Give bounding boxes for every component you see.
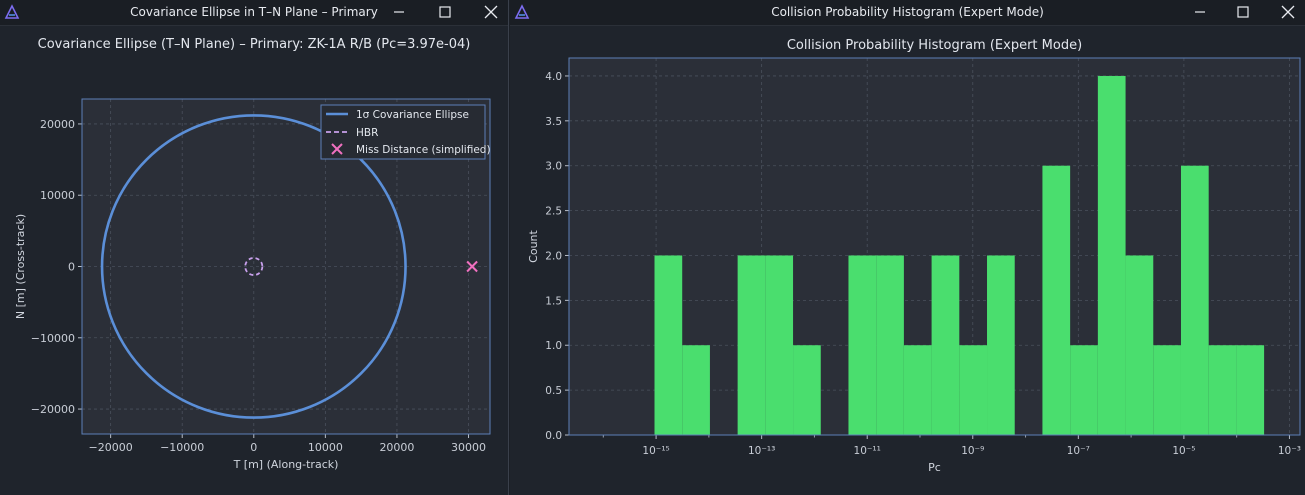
covariance-plot: Covariance Ellipse (T–N Plane) – Primary… [14, 37, 491, 471]
legend-entry-hbr: HBR [356, 127, 378, 139]
histogram-plot: Collision Probability Histogram (Expert … [527, 38, 1301, 474]
histogram-bar [737, 255, 766, 435]
histogram-bar [903, 345, 932, 435]
plot-frame [81, 98, 491, 435]
legend-swatch-miss [331, 143, 343, 155]
x-tick-label: 20000 [379, 441, 414, 454]
y-tick-label: −10000 [31, 332, 75, 345]
y-tick-label: 0.0 [545, 430, 562, 442]
y-tick-label: 20000 [40, 118, 75, 131]
histogram-bar [1236, 345, 1265, 435]
y-tick-label: 3.0 [545, 161, 562, 173]
x-tick-label: 10⁻¹⁵ [642, 445, 669, 457]
titlebar[interactable]: Covariance Ellipse in T–N Plane – Primar… [0, 0, 508, 26]
y-tick-label: −20000 [31, 403, 75, 416]
y-axis-label: N [m] (Cross-track) [14, 214, 27, 319]
histogram-bar [1097, 75, 1126, 435]
covariance-window: Covariance Ellipse in T–N Plane – Primar… [0, 0, 509, 495]
x-tick-label: 10⁻⁷ [1067, 445, 1090, 457]
x-tick-label: 10⁻⁹ [961, 445, 984, 457]
histogram-bar [1070, 345, 1098, 435]
y-tick-label: 4.0 [545, 71, 562, 83]
y-tick-label: 1.5 [545, 295, 562, 307]
x-axis-label: T [m] (Along-track) [233, 458, 339, 471]
histogram-bar [654, 255, 683, 435]
histogram-bar [848, 255, 877, 435]
app-logo-icon [4, 4, 20, 19]
x-tick-label: −10000 [160, 441, 204, 454]
y-tick-label: 0 [68, 261, 75, 274]
histogram-bar [1208, 345, 1237, 435]
x-tick-label: 0 [250, 441, 257, 454]
legend-entry-ellipse: 1σ Covariance Ellipse [356, 109, 469, 121]
x-tick-label: 10⁻¹¹ [854, 445, 881, 457]
histogram-bar [682, 345, 710, 435]
minimize-icon[interactable] [389, 3, 409, 21]
histogram-bar [876, 255, 904, 435]
plot-frame [568, 57, 1301, 436]
legend-frame [320, 104, 486, 160]
app-logo-icon [514, 4, 530, 19]
histogram-bar [1042, 165, 1071, 435]
histogram-bar [959, 345, 988, 435]
covariance-ellipse [100, 114, 407, 419]
legend: 1σ Covariance Ellipse HBR Miss Distance (s… [320, 104, 491, 160]
maximize-icon[interactable] [435, 3, 455, 21]
y-tick-label: 3.5 [545, 116, 562, 128]
histogram-bar [1125, 255, 1154, 435]
minimize-icon[interactable] [1190, 3, 1210, 21]
x-tick-label: 10000 [308, 441, 343, 454]
chart-title: Covariance Ellipse (T–N Plane) – Primary… [38, 37, 471, 52]
hbr-circle [244, 257, 264, 276]
histogram-bar [931, 255, 960, 435]
histogram-window: Collision Probability Histogram (Expert … [510, 0, 1305, 495]
close-icon[interactable] [481, 3, 501, 21]
legend-entry-miss: Miss Distance (simplified) [356, 144, 491, 156]
titlebar[interactable]: Collision Probability Histogram (Expert … [510, 0, 1305, 26]
y-axis-label: Count [527, 229, 540, 262]
close-icon[interactable] [1278, 3, 1298, 21]
y-tick-label: 2.5 [545, 206, 562, 218]
x-tick-label: −20000 [89, 441, 133, 454]
x-tick-label: 10⁻⁵ [1172, 445, 1195, 457]
x-tick-label: 10⁻³ [1278, 445, 1301, 457]
y-tick-label: 2.0 [545, 250, 562, 262]
y-tick-label: 1.0 [545, 340, 562, 352]
chart-title: Collision Probability Histogram (Expert … [787, 38, 1082, 53]
window-title: Covariance Ellipse in T–N Plane – Primar… [130, 5, 378, 19]
histogram-bar [987, 255, 1015, 435]
histogram-bar [765, 255, 794, 435]
x-axis-label: Pc [928, 461, 941, 474]
y-tick-label: 0.5 [545, 385, 562, 397]
window-title: Collision Probability Histogram (Expert … [771, 5, 1044, 19]
histogram-bar [793, 345, 821, 435]
maximize-icon[interactable] [1233, 3, 1253, 21]
histogram-bar [1180, 165, 1209, 435]
y-tick-label: 10000 [40, 189, 75, 202]
x-tick-label: 10⁻¹³ [748, 445, 775, 457]
histogram-bar [1153, 345, 1181, 435]
miss-distance-marker [466, 260, 478, 273]
x-tick-label: 30000 [451, 441, 486, 454]
